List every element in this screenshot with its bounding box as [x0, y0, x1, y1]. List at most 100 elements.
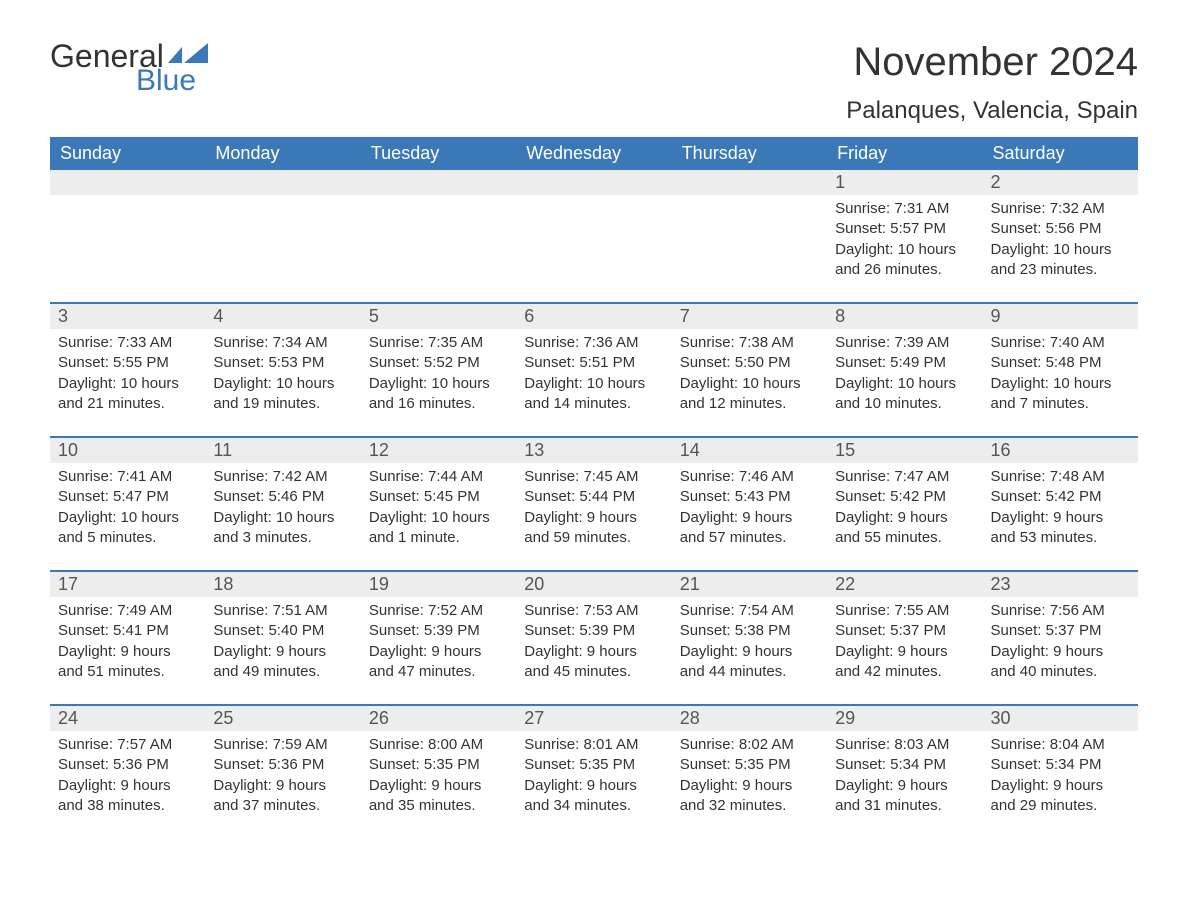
- day-details: Sunrise: 7:44 AMSunset: 5:45 PMDaylight:…: [361, 463, 516, 548]
- sunrise-label: Sunrise:: [369, 468, 424, 485]
- daylight-label: Daylight:: [369, 777, 427, 794]
- sunrise-label: Sunrise:: [835, 602, 890, 619]
- sunset-value: 5:40 PM: [268, 622, 324, 639]
- day-details: Sunrise: 7:59 AMSunset: 5:36 PMDaylight:…: [205, 731, 360, 816]
- sunrise-label: Sunrise:: [680, 736, 735, 753]
- day-number: 27: [516, 706, 671, 731]
- sunset-line: Sunset: 5:42 PM: [991, 487, 1130, 507]
- sunrise-line: Sunrise: 7:48 AM: [991, 467, 1130, 487]
- day-number: [50, 170, 205, 195]
- calendar-week: 24Sunrise: 7:57 AMSunset: 5:36 PMDayligh…: [50, 704, 1138, 824]
- day-number: 8: [827, 304, 982, 329]
- sunrise-label: Sunrise:: [680, 334, 735, 351]
- sunset-value: 5:39 PM: [424, 622, 480, 639]
- sunset-line: Sunset: 5:46 PM: [213, 487, 352, 507]
- daylight-label: Daylight:: [524, 643, 582, 660]
- sunset-line: Sunset: 5:56 PM: [991, 219, 1130, 239]
- sunrise-label: Sunrise:: [835, 200, 890, 217]
- day-number: 29: [827, 706, 982, 731]
- day-details: Sunrise: 7:42 AM Sunset: 5:46 PMDaylight:…: [205, 463, 360, 548]
- sunset-value: 5:53 PM: [268, 354, 324, 371]
- sunset-value: 5:44 PM: [579, 488, 635, 505]
- sunrise-line: Sunrise: 7:53 AM: [524, 601, 663, 621]
- sunset-value: 5:37 PM: [1046, 622, 1102, 639]
- sunrise-value: 7:34 AM: [273, 334, 328, 351]
- calendar-cell: 10Sunrise: 7:41 AMSunset: 5:47 PMDayligh…: [50, 438, 205, 556]
- daylight-line: Daylight: 10 hours and 14 minutes.: [524, 374, 663, 415]
- day-number: [205, 170, 360, 195]
- daylight-label: Daylight:: [524, 777, 582, 794]
- sunrise-line: Sunrise: 7:35 AM: [369, 333, 508, 353]
- day-details: Sunrise: 8:03 AMSunset: 5:34 PMDaylight:…: [827, 731, 982, 816]
- daylight-line: Daylight: 10 hours and 16 minutes.: [369, 374, 508, 415]
- sunset-line: Sunset: 5:43 PM: [680, 487, 819, 507]
- sunrise-label: Sunrise:: [835, 468, 890, 485]
- sunrise-line: Sunrise: 7:45 AM: [524, 467, 663, 487]
- day-number: [361, 170, 516, 195]
- calendar-cell: [516, 170, 671, 288]
- sunset-label: Sunset:: [213, 488, 264, 505]
- daylight-line: Daylight: 10 hours and 3 minutes.: [213, 508, 352, 549]
- sunset-value: 5:35 PM: [579, 756, 635, 773]
- sunrise-value: 7:44 AM: [428, 468, 483, 485]
- sunset-value: 5:49 PM: [890, 354, 946, 371]
- calendar-cell: [361, 170, 516, 288]
- sunset-line: Sunset: 5:36 PM: [58, 755, 197, 775]
- sunset-line: Sunset: 5:42 PM: [835, 487, 974, 507]
- calendar-cell: 22Sunrise: 7:55 AMSunset: 5:37 PMDayligh…: [827, 572, 982, 690]
- sunset-value: 5:51 PM: [579, 354, 635, 371]
- weekday-header: Thursday: [672, 137, 827, 170]
- sunrise-line: Sunrise: 7:32 AM: [991, 199, 1130, 219]
- sunset-line: Sunset: 5:34 PM: [991, 755, 1130, 775]
- day-details: Sunrise: 7:47 AMSunset: 5:42 PMDaylight:…: [827, 463, 982, 548]
- sunrise-value: 7:40 AM: [1050, 334, 1105, 351]
- sunset-value: 5:37 PM: [890, 622, 946, 639]
- day-details: Sunrise: 7:33 AMSunset: 5:55 PMDaylight:…: [50, 329, 205, 414]
- sunrise-line: Sunrise: 7:59 AM: [213, 735, 352, 755]
- sunset-label: Sunset:: [58, 756, 109, 773]
- calendar-cell: [672, 170, 827, 288]
- calendar-cell: 23Sunrise: 7:56 AMSunset: 5:37 PMDayligh…: [983, 572, 1138, 690]
- sunrise-line: Sunrise: 7:52 AM: [369, 601, 508, 621]
- sunset-value: 5:35 PM: [424, 756, 480, 773]
- sunset-label: Sunset:: [680, 354, 731, 371]
- sunset-value: 5:55 PM: [113, 354, 169, 371]
- sunset-label: Sunset:: [369, 622, 420, 639]
- sunset-label: Sunset:: [524, 756, 575, 773]
- sunrise-label: Sunrise:: [213, 736, 268, 753]
- day-number: 24: [50, 706, 205, 731]
- sunset-line: Sunset: 5:39 PM: [369, 621, 508, 641]
- sunset-line: Sunset: 5:37 PM: [835, 621, 974, 641]
- daylight-line: Daylight: 9 hours and 31 minutes.: [835, 776, 974, 817]
- daylight-label: Daylight:: [58, 375, 116, 392]
- sunset-label: Sunset:: [58, 354, 109, 371]
- sunset-label: Sunset:: [835, 220, 886, 237]
- sunset-line: Sunset: 5:35 PM: [524, 755, 663, 775]
- day-details: Sunrise: 7:51 AMSunset: 5:40 PMDaylight:…: [205, 597, 360, 682]
- day-number: [516, 170, 671, 195]
- sunset-line: Sunset: 5:55 PM: [58, 353, 197, 373]
- sunrise-label: Sunrise:: [369, 602, 424, 619]
- daylight-line: Daylight: 9 hours and 29 minutes.: [991, 776, 1130, 817]
- day-number: 14: [672, 438, 827, 463]
- sunrise-label: Sunrise:: [680, 602, 735, 619]
- sunrise-value: 7:52 AM: [428, 602, 483, 619]
- sunrise-value: 7:53 AM: [583, 602, 638, 619]
- sunrise-value: 7:51 AM: [273, 602, 328, 619]
- sunrise-value: 7:42 AM: [273, 468, 328, 485]
- sunset-line: Sunset: 5:53 PM: [213, 353, 352, 373]
- weekday-header: Tuesday: [361, 137, 516, 170]
- day-details: Sunrise: 7:31 AMSunset: 5:57 PMDaylight:…: [827, 195, 982, 280]
- sunrise-label: Sunrise:: [213, 468, 268, 485]
- page-header: General Blue November 2024 Palanques, Va…: [50, 40, 1138, 125]
- daylight-label: Daylight:: [369, 509, 427, 526]
- daylight-line: Daylight: 10 hours and 26 minutes.: [835, 240, 974, 281]
- sunrise-line: Sunrise: 7:47 AM: [835, 467, 974, 487]
- sunrise-value: 7:35 AM: [428, 334, 483, 351]
- day-details: Sunrise: 7:49 AMSunset: 5:41 PMDaylight:…: [50, 597, 205, 682]
- calendar-cell: 12Sunrise: 7:44 AMSunset: 5:45 PMDayligh…: [361, 438, 516, 556]
- sunrise-label: Sunrise:: [58, 334, 113, 351]
- daylight-line: Daylight: 10 hours and 5 minutes.: [58, 508, 197, 549]
- calendar-cell: 7Sunrise: 7:38 AMSunset: 5:50 PMDaylight…: [672, 304, 827, 422]
- calendar-cell: 8Sunrise: 7:39 AMSunset: 5:49 PMDaylight…: [827, 304, 982, 422]
